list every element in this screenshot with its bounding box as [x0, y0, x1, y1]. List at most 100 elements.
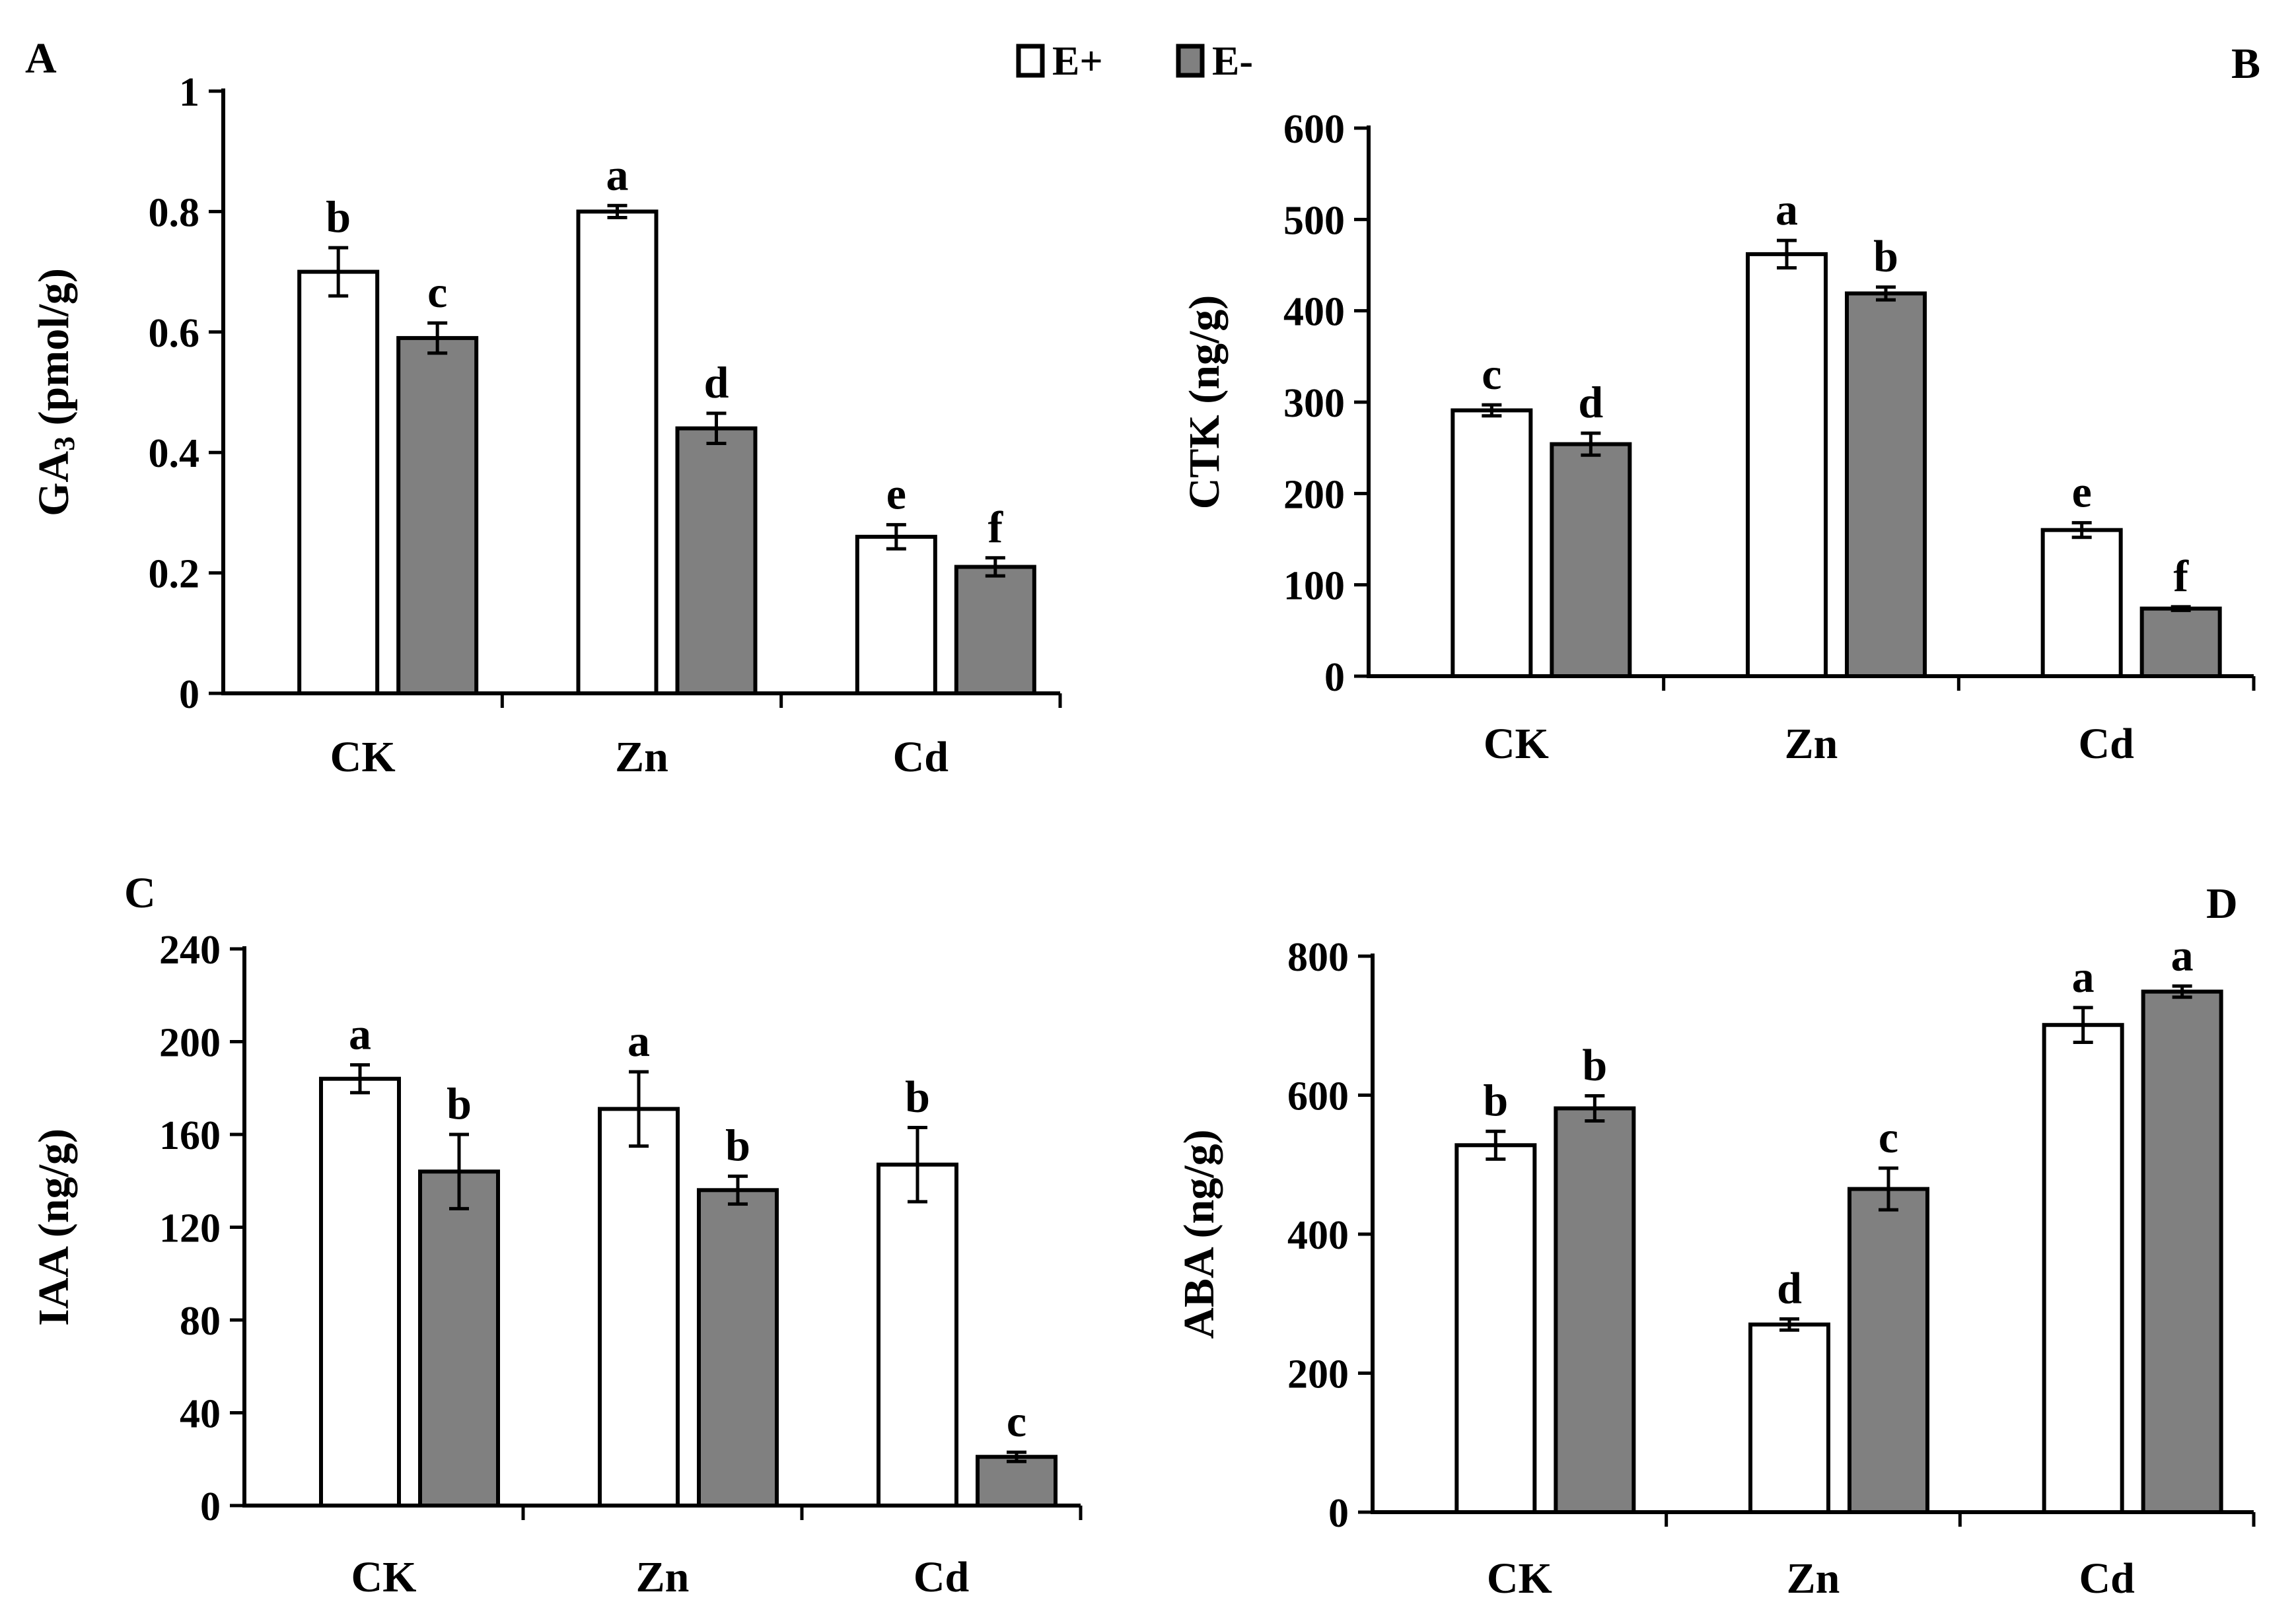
panel-letter: A [25, 34, 57, 83]
y-tick-label: 120 [159, 1206, 221, 1251]
y-axis-label: ABA (ng/g) [1175, 1129, 1223, 1338]
significance-letter: c [427, 267, 447, 317]
significance-letter: c [1007, 1396, 1026, 1446]
x-tick-label: CK [1487, 1554, 1552, 1598]
y-tick-label: 0.2 [149, 552, 200, 597]
legend-label-e-plus: E+ [1052, 39, 1103, 84]
y-axis-label: GA3 (pmol/g) [30, 268, 81, 516]
bar [396, 335, 479, 696]
y-tick-label: 80 [180, 1299, 221, 1344]
bar [697, 1188, 779, 1508]
bar [855, 534, 937, 695]
x-tick-label: Cd [893, 733, 949, 781]
significance-letter: d [1777, 1263, 1802, 1313]
bar [1848, 1187, 1929, 1515]
y-tick-label: 240 [159, 928, 221, 973]
x-tick-label: Zn [636, 1553, 690, 1598]
significance-letter: a [628, 1016, 650, 1066]
bar [877, 1162, 958, 1508]
y-tick-label: 0 [200, 1484, 221, 1529]
significance-letter: b [905, 1071, 930, 1121]
x-tick-label: Zn [1787, 1554, 1840, 1598]
legend-swatch-e-minus [1176, 44, 1205, 78]
panel-letter: B [2231, 40, 2260, 88]
y-tick-label: 600 [1283, 107, 1345, 152]
bar [954, 565, 1036, 695]
bar [418, 1169, 500, 1508]
legend: E+ E- [1016, 39, 1253, 84]
significance-letter: b [326, 191, 351, 242]
x-tick-label: Zn [1785, 720, 1838, 768]
x-tick-label: CK [1484, 720, 1549, 768]
y-tick-label: 200 [1287, 1352, 1349, 1397]
bar [1845, 291, 1927, 678]
y-tick-label: 0.8 [149, 190, 200, 235]
significance-letter: d [704, 357, 729, 407]
significance-letter: a [1776, 184, 1798, 234]
significance-letter: a [2171, 930, 2194, 980]
significance-letter: a [606, 149, 629, 199]
significance-letter: f [988, 502, 1004, 552]
bar [319, 1076, 401, 1508]
x-tick-label: Cd [2078, 720, 2134, 768]
panel-b-ctk: B 0 100 200 300 400 500 600 CK Zn Cd c a e d b f CTK (ng/… [1180, 40, 2260, 768]
panel-d-aba: D 0 200 400 600 800 CK Zn Cd b d a b c a ABA (ng/g) [1175, 880, 2256, 1598]
significance-letter: a [2072, 952, 2095, 1002]
bar [2040, 528, 2123, 679]
y-tick-label: 0 [1328, 1491, 1349, 1536]
significance-letter: b [1483, 1075, 1508, 1125]
significance-letter: d [1578, 377, 1603, 427]
bar [1550, 442, 1632, 679]
bar [1454, 1143, 1537, 1514]
significance-letter: a [349, 1009, 371, 1059]
bar [1746, 252, 1828, 678]
bar [1748, 1322, 1830, 1514]
y-tick-label: 160 [159, 1113, 221, 1158]
bar [297, 269, 380, 696]
significance-letter: c [1482, 349, 1501, 399]
y-tick-label: 200 [159, 1021, 221, 1066]
y-axis-label: CTK (ng/g) [1180, 295, 1229, 510]
y-tick-label: 400 [1283, 290, 1345, 335]
y-tick-label: 100 [1283, 564, 1345, 609]
significance-letter: e [2072, 467, 2092, 517]
bar [1554, 1106, 1636, 1515]
x-tick-label: CK [330, 733, 396, 781]
panel-a-ga3: A 0 0.2 0.4 0.6 0.8 1 CK Zn Cd b a e c d f GA3 (pmol/g) [25, 34, 1062, 781]
significance-letter: b [1582, 1040, 1607, 1090]
x-tick-label: Cd [914, 1553, 969, 1598]
y-tick-label: 500 [1283, 198, 1345, 243]
legend-swatch-e-plus [1016, 44, 1045, 78]
bar [1451, 408, 1533, 678]
y-tick-label: 600 [1287, 1074, 1349, 1119]
legend-label-e-minus: E- [1212, 39, 1253, 84]
y-tick-label: 1 [179, 70, 199, 115]
x-tick-label: Zn [615, 733, 668, 781]
significance-letter: b [1873, 231, 1898, 281]
y-tick-label: 300 [1283, 381, 1345, 426]
panel-letter: D [2206, 880, 2238, 928]
bar [2139, 606, 2222, 679]
y-tick-label: 400 [1287, 1213, 1349, 1258]
y-tick-label: 0 [1324, 655, 1345, 700]
significance-letter: b [725, 1120, 750, 1170]
x-tick-label: CK [351, 1553, 417, 1598]
bar [2141, 989, 2223, 1514]
y-tick-label: 40 [180, 1392, 221, 1437]
panel-letter: C [124, 869, 156, 917]
y-tick-label: 0.4 [149, 431, 200, 476]
significance-letter: e [886, 469, 906, 519]
y-tick-label: 0 [179, 672, 199, 717]
x-tick-label: Cd [2079, 1554, 2134, 1598]
bar [675, 426, 758, 695]
bar [2042, 1023, 2124, 1514]
y-tick-label: 0.6 [149, 311, 200, 356]
significance-letter: f [2173, 551, 2189, 601]
y-axis-label: IAA (ng/g) [30, 1129, 78, 1326]
y-tick-label: 800 [1287, 935, 1349, 980]
bar [598, 1107, 680, 1508]
panel-c-iaa: C 0 40 80 120 160 200 240 CK Zn Cd a a b b b c IAA (ng/g) [30, 869, 1083, 1598]
significance-letter: b [447, 1078, 472, 1129]
y-tick-label: 200 [1283, 472, 1345, 517]
